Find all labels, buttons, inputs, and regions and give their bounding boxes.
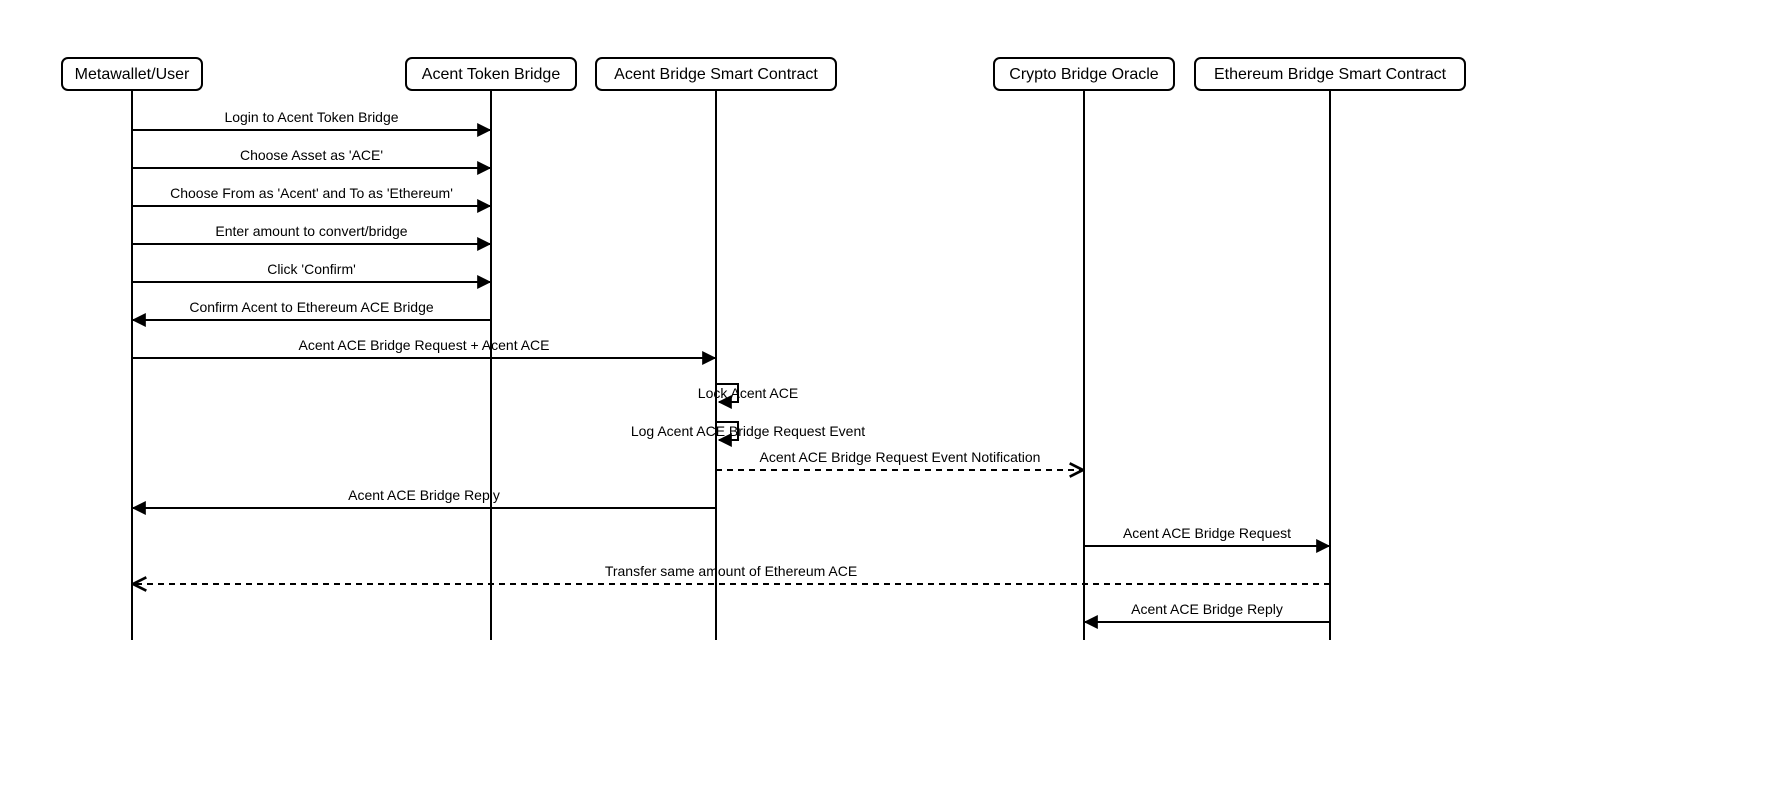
msg-label-0: Login to Acent Token Bridge [224,109,398,125]
msg-label-6: Acent ACE Bridge Request + Acent ACE [299,337,550,353]
msg-label-13: Acent ACE Bridge Reply [1131,601,1283,617]
actor-label-oracle: Crypto Bridge Oracle [1009,66,1158,83]
msg-label-11: Acent ACE Bridge Request [1123,525,1291,541]
actor-label-absc: Acent Bridge Smart Contract [614,66,818,83]
msg-label-1: Choose Asset as 'ACE' [240,147,383,163]
msg-label-2: Choose From as 'Acent' and To as 'Ethere… [170,185,453,201]
msg-label-10: Acent ACE Bridge Reply [348,487,500,503]
msg-label-8: Log Acent ACE Bridge Request Event [631,423,865,439]
actor-label-atb: Acent Token Bridge [422,66,561,83]
actor-label-ebsc: Ethereum Bridge Smart Contract [1214,66,1447,83]
msg-label-5: Confirm Acent to Ethereum ACE Bridge [189,299,434,315]
msg-label-9: Acent ACE Bridge Request Event Notificat… [760,449,1041,465]
actor-label-user: Metawallet/User [75,66,190,83]
sequence-diagram: Metawallet/User Acent Token Bridge Acent B… [0,0,1770,801]
msg-label-3: Enter amount to convert/bridge [215,223,407,239]
msg-label-12: Transfer same amount of Ethereum ACE [605,563,857,579]
msg-label-7: Lock Acent ACE [698,385,798,401]
msg-label-4: Click 'Confirm' [267,261,356,277]
